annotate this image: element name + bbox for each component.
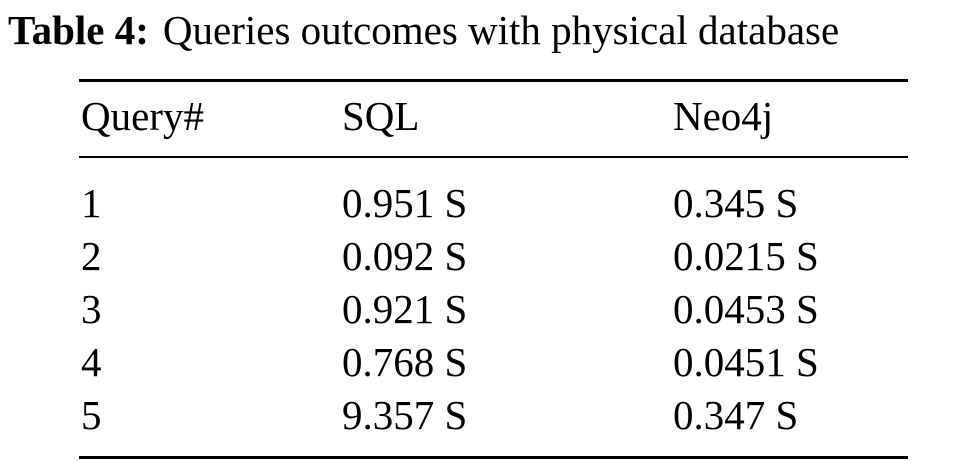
table-caption-text: Queries outcomes with physical database [162, 7, 840, 53]
column-header-neo4j: Neo4j [673, 93, 774, 139]
neo4j-time-cell: 0.0451 S [673, 339, 819, 385]
sql-time-cell: 9.357 S [342, 392, 468, 438]
neo4j-time-cell: 0.345 S [673, 180, 799, 226]
column-header-sql: SQL [342, 93, 420, 139]
table-top-rule [79, 79, 908, 82]
neo4j-time-cell: 0.0215 S [673, 233, 819, 279]
sql-time-cell: 0.768 S [342, 339, 468, 385]
table-header-rule [79, 156, 908, 158]
query-number-cell: 5 [81, 392, 102, 438]
query-number-cell: 2 [81, 233, 102, 279]
table-bottom-rule [79, 456, 908, 459]
sql-time-cell: 0.951 S [342, 180, 468, 226]
query-number-cell: 4 [81, 339, 102, 385]
neo4j-time-cell: 0.347 S [673, 392, 799, 438]
sql-time-cell: 0.092 S [342, 233, 468, 279]
query-number-cell: 1 [81, 180, 102, 226]
query-number-cell: 3 [81, 286, 102, 332]
sql-time-cell: 0.921 S [342, 286, 468, 332]
neo4j-time-cell: 0.0453 S [673, 286, 819, 332]
column-header-query: Query# [81, 93, 204, 139]
table-caption: Table 4: Queries outcomes with physical d… [8, 2, 839, 58]
table-caption-label: Table 4: [8, 7, 149, 53]
